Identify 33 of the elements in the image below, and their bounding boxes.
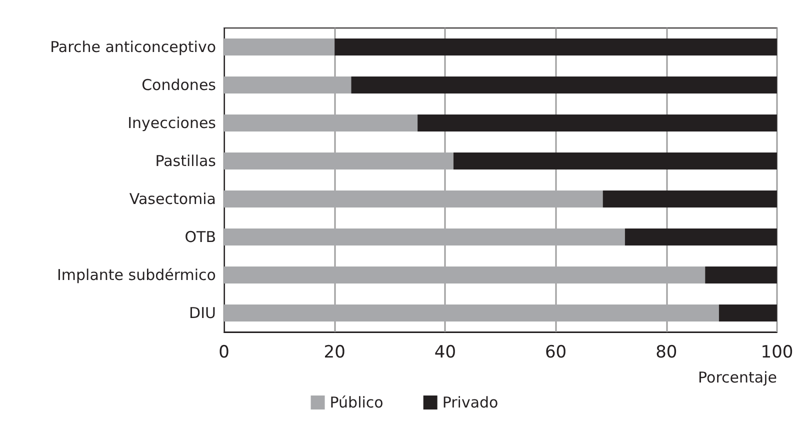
x-tick-label: 60 [544, 342, 567, 362]
x-tick-label: 40 [434, 342, 456, 362]
bar [224, 114, 418, 132]
bar [224, 38, 335, 56]
bar [224, 304, 719, 322]
x-tick-label: 0 [218, 342, 230, 362]
y-tick-label: Vasectomia [129, 190, 216, 208]
x-tick-label: 100 [760, 342, 794, 362]
bar [602, 190, 777, 208]
bar [334, 38, 777, 56]
bar [224, 76, 352, 94]
x-tick-label: 20 [324, 342, 346, 362]
legend-label: Privado [442, 394, 498, 412]
bar [418, 114, 777, 132]
bar [224, 228, 625, 246]
y-tick-label: Parche anticonceptivo [50, 38, 216, 56]
y-tick-label: Implante subdérmico [56, 266, 216, 284]
x-axis-title: Porcentaje [698, 368, 777, 386]
bar [718, 304, 777, 322]
y-tick-label: Pastillas [155, 152, 216, 170]
legend-label: Público [330, 394, 384, 412]
bar [351, 76, 777, 94]
bar [453, 152, 777, 170]
y-tick-label: Condones [142, 76, 216, 94]
bar [705, 266, 777, 284]
y-tick-label: Inyecciones [128, 114, 216, 132]
bar [224, 266, 706, 284]
bar [224, 152, 454, 170]
bar [624, 228, 777, 246]
x-tick-label: 80 [656, 342, 678, 362]
bar [224, 190, 603, 208]
y-tick-label: OTB [184, 228, 216, 246]
y-tick-label: DIU [189, 304, 216, 322]
